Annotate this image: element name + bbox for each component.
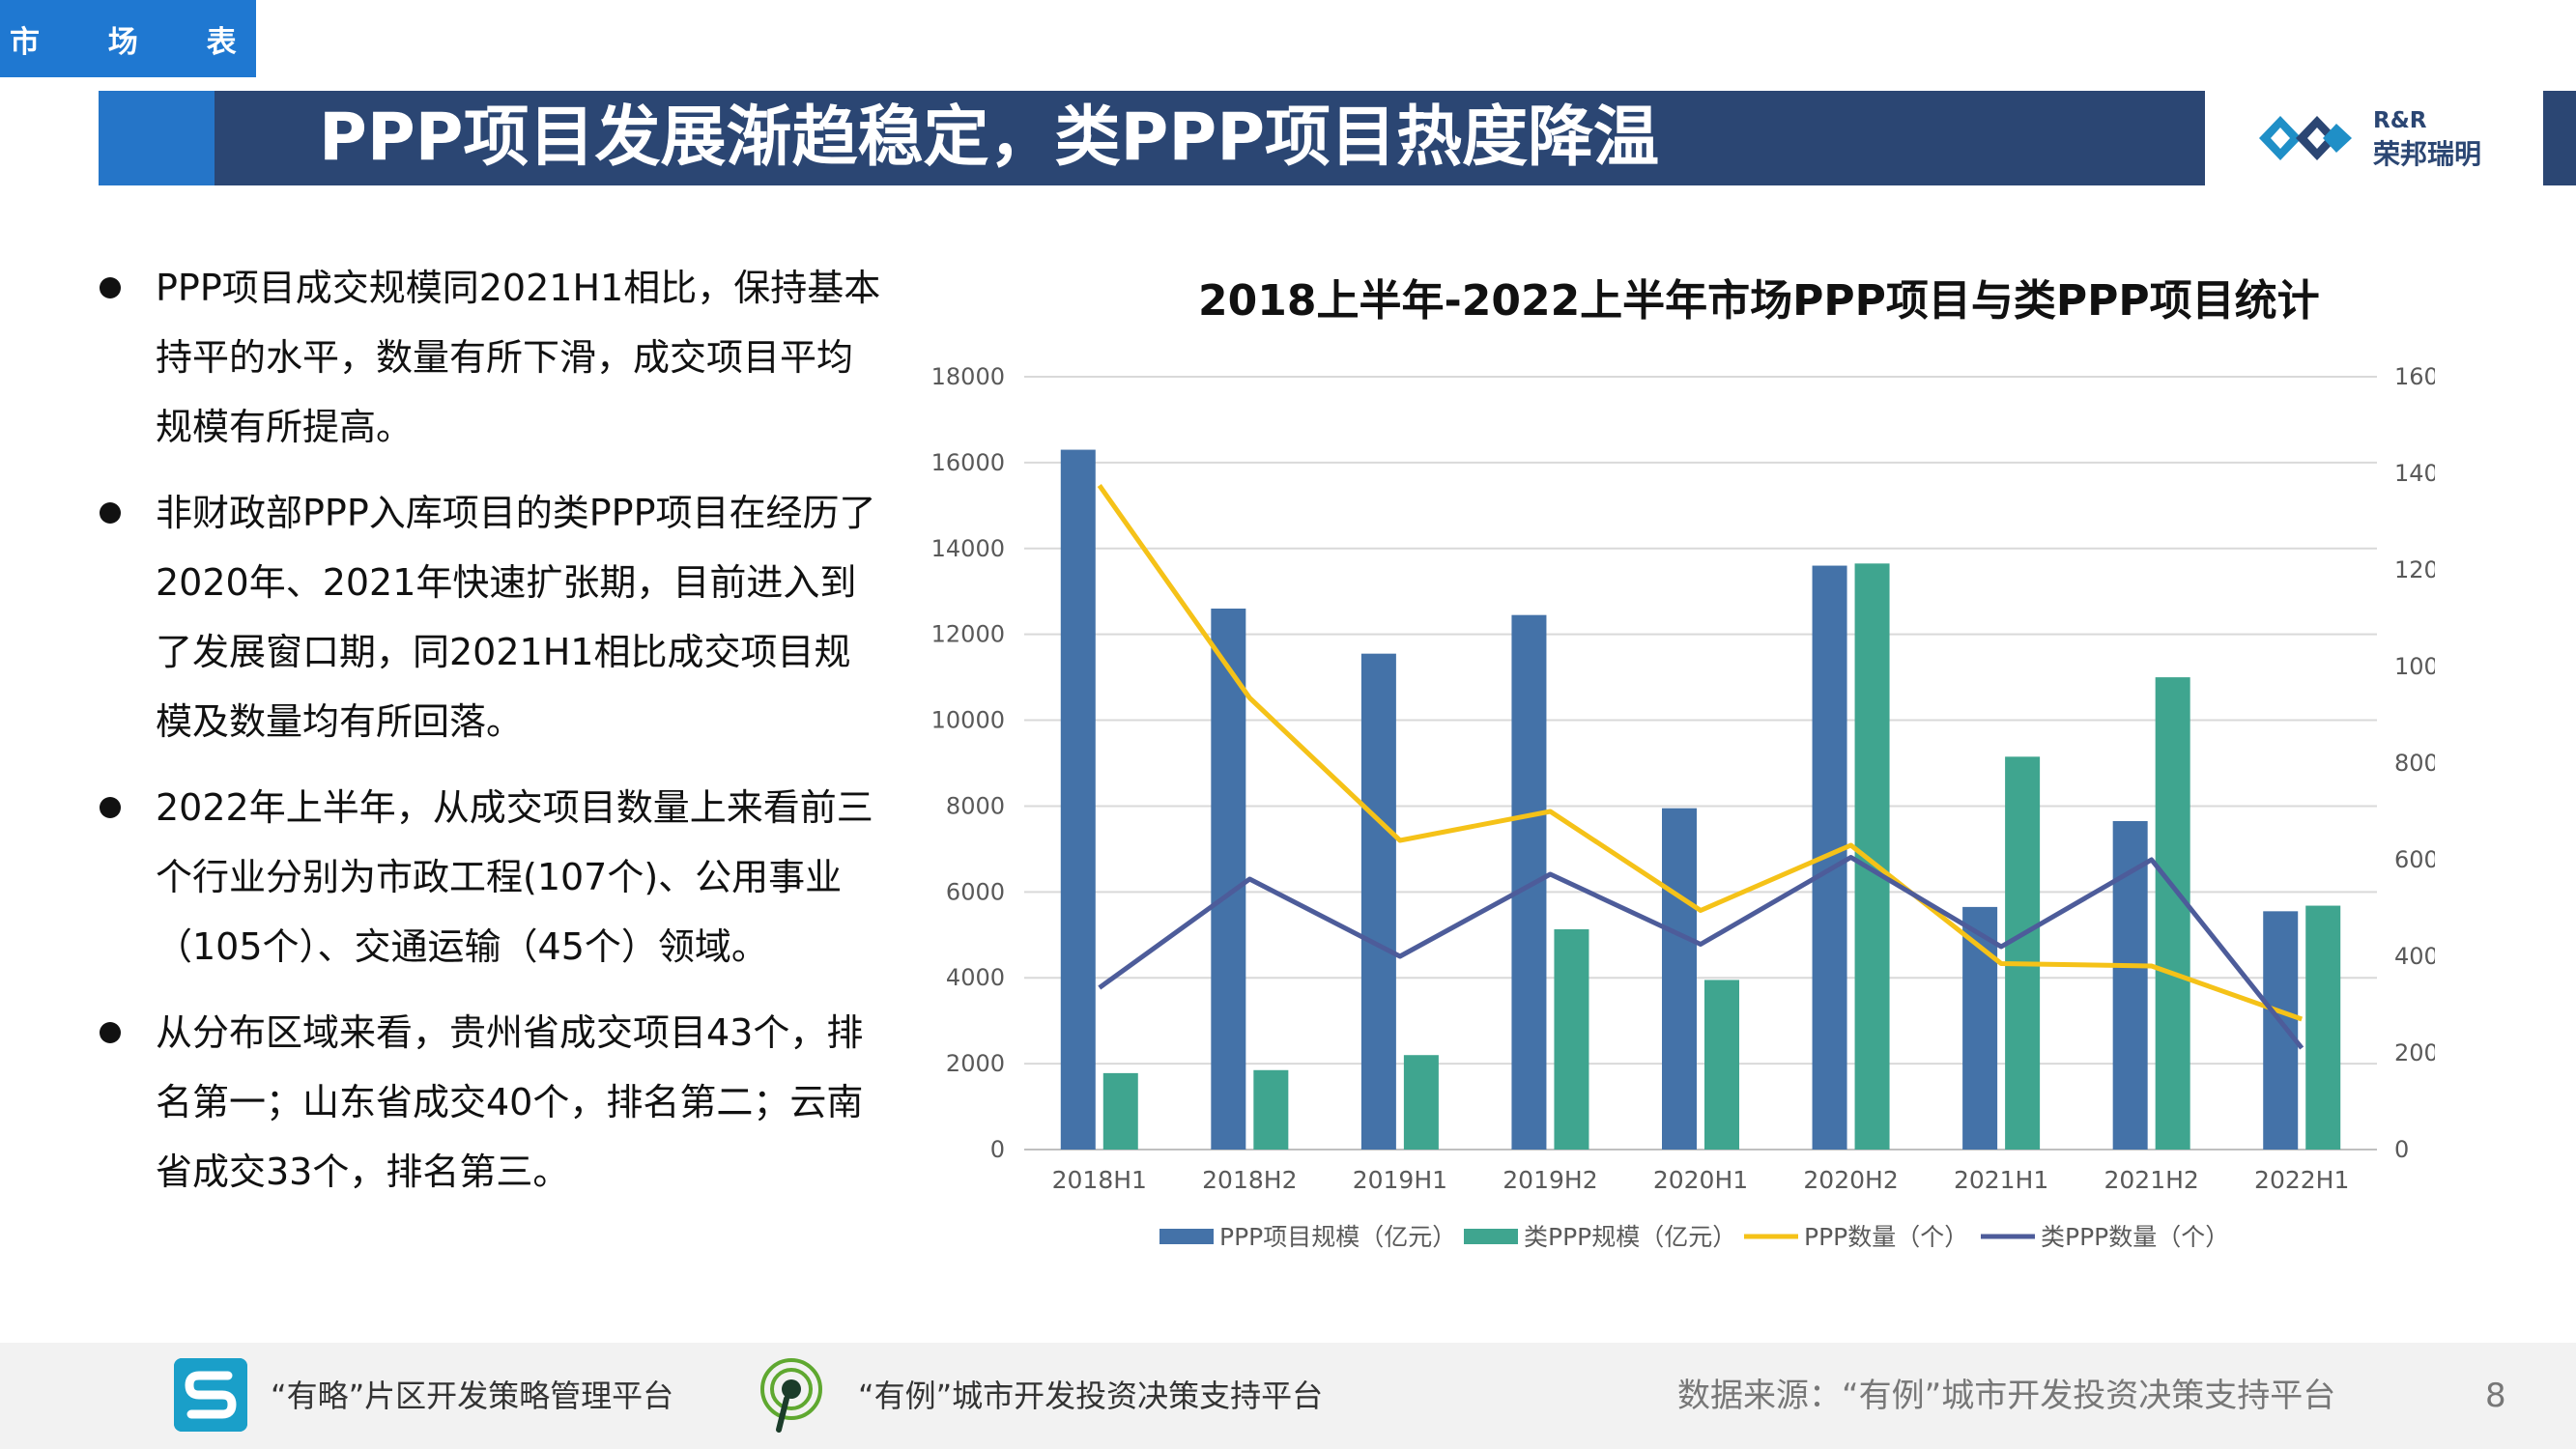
footer-platform2: “有例”城市开发投资决策支持平台 bbox=[858, 1378, 1324, 1414]
bar-quasi-ppp-scale bbox=[1554, 929, 1589, 1150]
x-axis-tick-label: 2019H2 bbox=[1503, 1166, 1597, 1194]
bullet-item: 2022年上半年，从成交项目数量上来看前三个行业分别为市政工程(107个)、公用… bbox=[92, 773, 884, 981]
section-tab: 市 场 表 现 bbox=[0, 0, 334, 77]
left-axis-tick-label: 2000 bbox=[946, 1050, 1005, 1077]
bar-quasi-ppp-scale bbox=[1403, 1055, 1439, 1150]
legend-swatch bbox=[1464, 1229, 1518, 1244]
brand-mark-text: R&R bbox=[2373, 108, 2427, 133]
combo-chart: 0200040006000800010000120001400016000180… bbox=[931, 363, 2435, 1251]
left-axis-tick-label: 18000 bbox=[931, 363, 1005, 390]
bullet-dot-icon bbox=[100, 277, 121, 298]
bar-quasi-ppp-scale bbox=[1704, 980, 1739, 1150]
footer: “有略”片区开发策略管理平台 “有例”城市开发投资决策支持平台 数据来源：“有例… bbox=[0, 1343, 2576, 1449]
bar-ppp-scale bbox=[1360, 653, 1396, 1150]
bullet-text: 从分布区域来看，贵州省成交项目43个，排名第一；山东省成交40个，排名第二；云南… bbox=[156, 1011, 864, 1193]
right-axis-tick-label: 400 bbox=[2394, 943, 2435, 970]
left-axis-tick-label: 4000 bbox=[946, 964, 1005, 991]
bullet-dot-icon bbox=[100, 502, 121, 524]
title-band-end bbox=[2543, 91, 2576, 185]
left-axis-tick-label: 12000 bbox=[931, 621, 1005, 648]
title-band: PPP项目发展渐趋稳定，类PPP项目热度降温 bbox=[99, 91, 2205, 185]
right-axis-tick-label: 1400 bbox=[2394, 460, 2435, 487]
youli-logo-icon bbox=[760, 1358, 822, 1433]
data-source: 数据来源：“有例”城市开发投资决策支持平台 bbox=[1677, 1377, 2336, 1415]
bar-quasi-ppp-scale bbox=[1102, 1072, 1138, 1150]
bullet-item: PPP项目成交规模同2021H1相比，保持基本持平的水平，数量有所下滑，成交项目… bbox=[92, 253, 884, 462]
x-axis-tick-label: 2021H1 bbox=[1954, 1166, 2048, 1194]
bar-quasi-ppp-scale bbox=[2155, 677, 2190, 1150]
x-axis-tick-label: 2019H1 bbox=[1353, 1166, 1447, 1194]
bar-ppp-scale bbox=[1511, 614, 1547, 1150]
left-axis-tick-label: 14000 bbox=[931, 535, 1005, 562]
bar-ppp-scale bbox=[1211, 609, 1246, 1150]
right-axis-tick-label: 600 bbox=[2394, 846, 2435, 873]
legend-label: 类PPP数量（个） bbox=[2041, 1223, 2229, 1251]
left-axis-tick-label: 16000 bbox=[931, 449, 1005, 476]
legend-label: PPP项目规模（亿元） bbox=[1219, 1223, 1456, 1251]
title-ribbon bbox=[99, 91, 215, 185]
bullet-text: 非财政部PPP入库项目的类PPP项目在经历了2020年、2021年快速扩张期，目… bbox=[156, 492, 876, 743]
x-axis-tick-label: 2020H1 bbox=[1653, 1166, 1748, 1194]
x-axis-tick-label: 2018H1 bbox=[1052, 1166, 1147, 1194]
right-axis-tick-label: 800 bbox=[2394, 750, 2435, 777]
line-quasi-ppp-count bbox=[1098, 855, 2304, 1050]
bullet-item: 非财政部PPP入库项目的类PPP项目在经历了2020年、2021年快速扩张期，目… bbox=[92, 478, 884, 756]
right-axis-tick-label: 1200 bbox=[2394, 556, 2435, 583]
page-number: 8 bbox=[2485, 1377, 2506, 1415]
chart-title: 2018上半年-2022上半年市场PPP项目与类PPP项目统计 bbox=[1198, 276, 2320, 326]
line-ppp-count bbox=[1097, 484, 2304, 1022]
bar-quasi-ppp-scale bbox=[2005, 756, 2041, 1150]
section-tab-label: 市 场 表 现 bbox=[10, 25, 364, 60]
legend-swatch bbox=[1159, 1229, 1214, 1244]
left-axis-tick-label: 0 bbox=[990, 1136, 1005, 1163]
bar-quasi-ppp-scale bbox=[1854, 563, 1890, 1150]
x-axis-tick-label: 2021H2 bbox=[2104, 1166, 2199, 1194]
right-axis-tick-label: 1000 bbox=[2394, 653, 2435, 680]
bar-ppp-scale bbox=[2263, 911, 2299, 1150]
x-axis-tick-label: 2018H2 bbox=[1202, 1166, 1297, 1194]
youlue-logo-icon bbox=[174, 1358, 247, 1432]
bullet-item: 从分布区域来看，贵州省成交项目43个，排名第一；山东省成交40个，排名第二；云南… bbox=[92, 998, 884, 1207]
bullet-dot-icon bbox=[100, 797, 121, 818]
left-axis-tick-label: 8000 bbox=[946, 792, 1005, 819]
bullet-text: PPP项目成交规模同2021H1相比，保持基本持平的水平，数量有所下滑，成交项目… bbox=[156, 267, 881, 448]
legend-label: 类PPP规模（亿元） bbox=[1524, 1223, 1736, 1251]
page-title: PPP项目发展渐趋稳定，类PPP项目热度降温 bbox=[319, 99, 1660, 176]
x-axis-tick-label: 2022H1 bbox=[2254, 1166, 2349, 1194]
brand-mark-icon bbox=[2259, 116, 2352, 160]
brand-logo: R&R 荣邦瑞明 bbox=[2259, 95, 2491, 182]
bullet-dot-icon bbox=[100, 1022, 121, 1043]
bar-ppp-scale bbox=[2112, 821, 2148, 1150]
brand-name: 荣邦瑞明 bbox=[2373, 138, 2482, 170]
left-axis-tick-label: 10000 bbox=[931, 707, 1005, 734]
right-axis-tick-label: 0 bbox=[2394, 1136, 2409, 1163]
legend-label: PPP数量（个） bbox=[1804, 1223, 1968, 1251]
footer-platform1: “有略”片区开发策略管理平台 bbox=[271, 1378, 674, 1414]
right-axis-tick-label: 200 bbox=[2394, 1039, 2435, 1066]
left-axis-tick-label: 6000 bbox=[946, 878, 1005, 905]
right-axis-tick-label: 1600 bbox=[2394, 363, 2435, 390]
bar-ppp-scale bbox=[1662, 808, 1697, 1150]
bar-ppp-scale bbox=[1060, 449, 1096, 1150]
bullet-list: PPP项目成交规模同2021H1相比，保持基本持平的水平，数量有所下滑，成交项目… bbox=[92, 253, 884, 1223]
bar-quasi-ppp-scale bbox=[2305, 905, 2341, 1150]
x-axis-tick-label: 2020H2 bbox=[1803, 1166, 1898, 1194]
bar-quasi-ppp-scale bbox=[1253, 1069, 1289, 1150]
bullet-text: 2022年上半年，从成交项目数量上来看前三个行业分别为市政工程(107个)、公用… bbox=[156, 786, 873, 968]
